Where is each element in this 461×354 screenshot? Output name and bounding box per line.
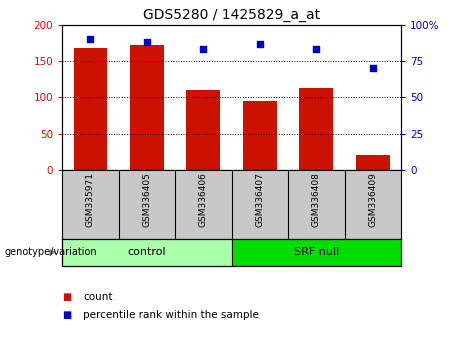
- Text: ■: ■: [62, 310, 71, 320]
- Point: [369, 65, 377, 71]
- Bar: [300, 88, 333, 170]
- Text: GSM336406: GSM336406: [199, 172, 208, 227]
- Text: GSM335971: GSM335971: [86, 172, 95, 227]
- FancyBboxPatch shape: [231, 239, 401, 266]
- Point: [200, 47, 207, 52]
- Text: genotype/variation: genotype/variation: [5, 247, 97, 257]
- Bar: [130, 45, 164, 170]
- Bar: [74, 48, 107, 170]
- Text: GSM336405: GSM336405: [142, 172, 152, 227]
- FancyBboxPatch shape: [62, 239, 231, 266]
- Bar: [243, 101, 277, 170]
- Text: percentile rank within the sample: percentile rank within the sample: [83, 310, 259, 320]
- Point: [143, 39, 151, 45]
- Text: control: control: [128, 247, 166, 257]
- Point: [256, 41, 264, 46]
- Text: SRF null: SRF null: [294, 247, 339, 257]
- Text: GSM336408: GSM336408: [312, 172, 321, 227]
- Bar: [356, 155, 390, 170]
- Text: ■: ■: [62, 292, 71, 302]
- Bar: [186, 90, 220, 170]
- Text: GSM336409: GSM336409: [368, 172, 378, 227]
- Title: GDS5280 / 1425829_a_at: GDS5280 / 1425829_a_at: [143, 8, 320, 22]
- Point: [87, 36, 94, 42]
- Point: [313, 47, 320, 52]
- Text: count: count: [83, 292, 112, 302]
- Text: GSM336407: GSM336407: [255, 172, 265, 227]
